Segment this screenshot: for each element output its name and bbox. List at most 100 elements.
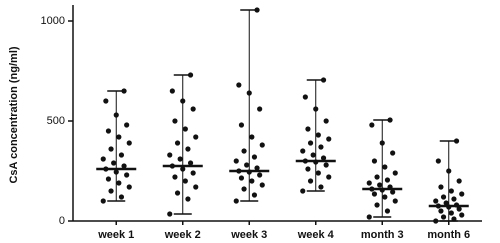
data-point: [382, 194, 388, 200]
x-tick-label: month 6: [427, 229, 470, 241]
data-point: [392, 170, 398, 176]
data-point: [241, 186, 247, 192]
data-point: [451, 196, 457, 202]
data-point: [100, 156, 106, 162]
data-point: [387, 117, 393, 123]
data-point: [302, 94, 308, 100]
data-point: [254, 165, 260, 171]
data-point: [459, 191, 465, 197]
data-point: [100, 198, 106, 204]
data-point: [310, 152, 316, 158]
data-point: [249, 178, 255, 184]
data-point: [238, 175, 245, 181]
data-point: [236, 82, 242, 88]
data-point: [124, 122, 130, 128]
data-point: [456, 206, 462, 212]
y-tick-label: 1000: [41, 15, 65, 27]
data-point: [190, 170, 196, 176]
data-point: [180, 166, 186, 172]
data-point: [187, 160, 194, 166]
x-tick-label: month 3: [361, 229, 404, 241]
data-point: [172, 174, 178, 180]
y-axis-label: CsA concentration (ng/ml): [8, 46, 20, 183]
data-point: [113, 112, 119, 118]
data-point: [366, 180, 372, 186]
data-point: [169, 88, 175, 94]
data-point: [438, 184, 444, 190]
data-point: [443, 200, 449, 206]
data-point: [459, 212, 465, 218]
data-point: [371, 191, 378, 197]
data-point: [320, 155, 327, 161]
data-point: [103, 98, 109, 104]
data-point: [193, 134, 199, 140]
data-point: [392, 198, 398, 204]
data-point: [438, 208, 444, 214]
data-point: [456, 178, 462, 184]
data-point: [371, 158, 378, 164]
x-tick-label: week 3: [230, 229, 267, 241]
data-point: [307, 178, 314, 184]
data-point: [446, 168, 452, 174]
data-point: [257, 106, 263, 112]
data-point: [174, 140, 181, 146]
data-point: [435, 158, 441, 164]
data-point: [108, 146, 114, 152]
data-point: [116, 134, 122, 140]
data-point: [326, 136, 332, 142]
data-point: [323, 118, 329, 124]
data-point: [185, 146, 191, 152]
data-point: [382, 164, 388, 170]
data-point: [433, 218, 439, 224]
data-point: [374, 174, 380, 180]
data-point: [233, 198, 239, 204]
data-point: [453, 138, 460, 144]
data-point: [251, 154, 258, 160]
data-point: [377, 182, 383, 188]
data-point: [251, 192, 258, 198]
data-point: [113, 169, 119, 175]
data-point: [448, 188, 454, 194]
data-point: [118, 152, 125, 158]
data-point: [374, 202, 380, 208]
data-point: [185, 196, 191, 202]
data-point: [174, 190, 181, 196]
data-point: [315, 132, 321, 138]
data-point: [300, 188, 306, 194]
data-point: [451, 216, 457, 222]
data-point: [318, 144, 324, 150]
data-point: [390, 189, 396, 195]
data-point: [167, 211, 173, 217]
data-point: [190, 106, 196, 112]
data-point: [259, 182, 265, 188]
data-point: [323, 162, 329, 168]
data-point: [305, 166, 311, 172]
data-point: [241, 148, 247, 154]
data-point: [257, 172, 263, 178]
data-point: [126, 140, 132, 146]
y-tick-label: 0: [59, 215, 65, 227]
data-point: [305, 126, 311, 132]
data-point: [172, 118, 178, 124]
data-point: [182, 126, 188, 132]
data-point: [116, 180, 122, 186]
data-point: [440, 214, 447, 220]
data-point: [121, 88, 127, 94]
data-point: [320, 77, 327, 83]
data-point: [182, 178, 188, 184]
data-point: [259, 142, 265, 148]
data-point: [233, 158, 239, 164]
data-point: [126, 184, 132, 190]
data-point: [105, 128, 112, 134]
data-point: [448, 210, 454, 216]
data-point: [238, 122, 245, 128]
data-point: [315, 170, 321, 176]
data-point: [180, 98, 186, 104]
data-point: [307, 140, 314, 146]
data-point: [249, 134, 255, 140]
data-point: [105, 176, 112, 182]
data-point: [187, 72, 194, 78]
y-tick-label: 500: [47, 115, 65, 127]
x-tick-label: week 2: [164, 229, 201, 241]
